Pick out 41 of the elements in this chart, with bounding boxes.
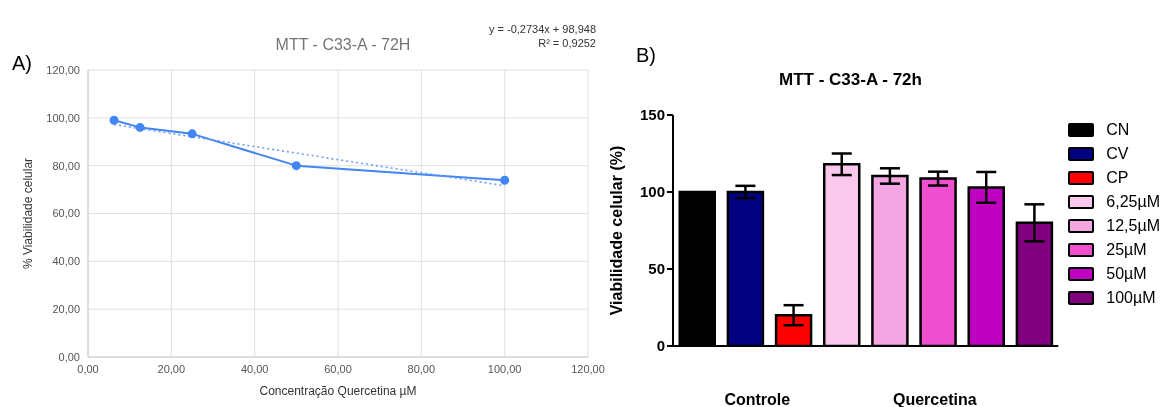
y-tick-label: 80,00: [52, 159, 80, 172]
y-tick-label: 50: [648, 260, 665, 278]
text: A): [12, 52, 32, 75]
legend-label: 6,25µM: [1106, 193, 1160, 211]
y-tick-label: 0: [656, 337, 665, 355]
point: [135, 122, 145, 132]
x-tick-label: 40,00: [240, 362, 269, 375]
legend-label: CN: [1106, 121, 1130, 139]
x-tick-label: 120,00: [571, 362, 605, 375]
point: [187, 129, 197, 139]
x-axis-title: Concentração Quercetina µM: [259, 384, 417, 398]
x-tick-label: 100,00: [487, 362, 522, 375]
x-tick-label: 60,00: [324, 362, 352, 375]
y-tick-label: 150: [639, 106, 665, 124]
text: y = -0,2734x + 98,948: [488, 22, 596, 36]
y-tick-label: 60,00: [52, 207, 80, 220]
chart-title: MTT - C33-A - 72H: [275, 36, 411, 53]
point: [109, 115, 119, 125]
y-axis-title: Viabilidade celular (%): [607, 145, 625, 316]
legend-label: 25µM: [1106, 241, 1147, 259]
y-tick-label: 120,00: [46, 63, 80, 76]
y-tick-label: 0,00: [58, 350, 80, 363]
y-tick-label: 100,00: [46, 111, 80, 124]
y-axis-title: % Viabilidade celular: [21, 157, 36, 270]
text: R² = 0,9252: [537, 36, 596, 50]
point: [500, 175, 510, 185]
x-tick-label: 0,00: [77, 362, 99, 375]
legend-label: CV: [1106, 145, 1129, 163]
point: [291, 161, 301, 171]
legend-label: 50µM: [1106, 265, 1147, 283]
legend-label: 12,5µM: [1106, 217, 1160, 235]
text: Controle: [724, 391, 791, 407]
y-tick-label: 100: [639, 183, 665, 201]
chart-title: MTT - C33-A - 72h: [778, 70, 923, 90]
legend-label: CP: [1106, 169, 1129, 187]
x-tick-label: 80,00: [407, 362, 436, 375]
y-tick-label: 40,00: [52, 255, 80, 268]
y-tick-label: 20,00: [52, 303, 80, 316]
text: B): [636, 44, 656, 67]
x-tick-label: 20,00: [157, 362, 186, 375]
legend-label: 100µM: [1106, 289, 1156, 307]
